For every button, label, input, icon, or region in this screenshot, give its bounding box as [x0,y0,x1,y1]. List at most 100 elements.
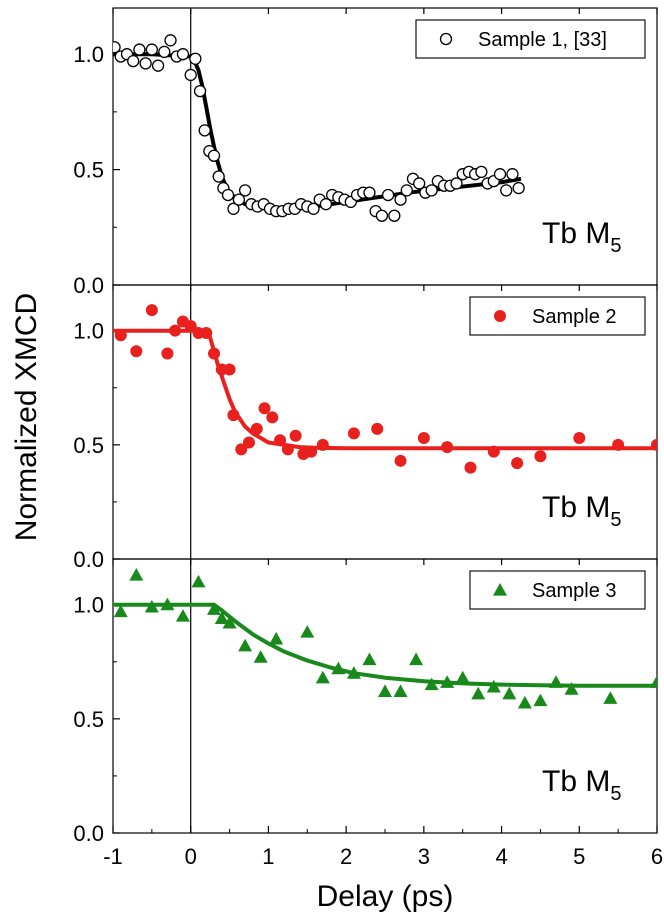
data-point [184,320,197,333]
data-point [603,691,618,704]
data-point [281,443,294,456]
data-point [650,675,657,688]
data-point [475,165,488,179]
data-point [316,438,329,451]
data-point [362,652,377,666]
fit-line [113,602,657,688]
data-point [139,57,152,70]
data-point [198,124,211,137]
x-tick-label: 4 [495,844,507,869]
data-point [207,149,221,162]
data-point [493,168,507,181]
data-point [388,209,401,222]
data-point [145,304,158,317]
y-tick-label: 1.0 [73,42,104,67]
data-point [207,602,222,615]
x-tick-label: 0 [185,844,197,869]
data-point [235,443,248,456]
data-point [533,693,548,707]
x-tick-label: 3 [418,844,430,869]
data-point [158,45,171,59]
data-point [331,661,346,675]
legend-marker [494,310,506,322]
fit-line [113,328,657,451]
panel-annotation: Tb M5 [542,217,621,257]
panel-data [113,567,657,709]
data-point [191,574,206,588]
data-point [184,68,197,82]
data-point [243,436,255,449]
x-tick-label: 6 [651,844,663,869]
data-point [151,59,165,72]
annotation-main: Tb M [542,765,610,798]
x-axis: -1 0 1 2 3 4 5 6 [103,826,663,869]
data-point [500,184,513,197]
data-point [471,686,486,700]
data-point [144,599,159,613]
data-point [227,202,240,215]
data-point [305,445,318,458]
data-point [193,84,207,98]
data-point [274,434,287,447]
data-point [346,666,361,679]
data-point [347,427,360,440]
data-point [417,431,430,444]
data-point [145,43,159,56]
data-point [161,347,174,360]
data-point [214,611,229,624]
data-point [189,52,202,65]
annotation-subscript: 5 [610,509,621,531]
y-tick-label: 0.0 [73,273,104,298]
data-point [450,177,463,190]
y-axis-title: Normalized XMCD [10,293,43,541]
x-tick-label: 1 [262,844,274,869]
data-point [200,326,213,339]
data-point [223,363,236,376]
data-point [133,43,146,56]
legend-label: Sample 3 [532,580,617,602]
legend-label: Sample 1, [33] [478,29,607,51]
annotation-subscript: 5 [610,783,621,805]
data-point [266,411,279,424]
x-tick-label: 2 [340,844,352,869]
data-point [440,675,455,688]
data-point [269,631,284,645]
data-point [222,615,237,629]
y-tick-label: 0.0 [73,821,104,846]
annotation-main: Tb M [542,491,610,524]
data-point [221,188,235,202]
data-point [409,652,424,666]
data-point [253,650,268,663]
data-point [511,457,524,470]
data-point [232,193,246,206]
data-point [424,677,439,691]
data-point [258,402,271,415]
data-point [176,48,190,61]
x-axis-title: Delay (ps) [317,880,454,913]
data-point [164,34,177,47]
data-point [502,686,517,700]
data-point [534,450,547,463]
data-point [250,422,263,435]
data-point [169,324,182,337]
panel-3: 0.0 0.5 1.0 Sample 3 Tb M5 [73,558,658,846]
data-point [394,193,407,206]
data-point [363,186,376,199]
legend: Sample 1, [33] [415,19,646,59]
data-point [238,184,252,197]
data-point [394,454,407,467]
data-point [212,170,225,183]
data-point [548,675,563,688]
panel-1: 0.0 0.5 1.0 Sample 1, [33] Tb M5 [73,7,658,298]
data-point [127,54,140,68]
y-tick-label: 0.0 [73,547,104,572]
data-point [375,209,389,222]
panel-2: 0.0 0.5 1.0 Sample 2 Tb M5 [73,284,658,572]
annotation-main: Tb M [542,217,610,250]
y-tick-label: 0.5 [73,707,104,732]
data-point [413,177,426,190]
data-point [289,429,302,442]
data-point [573,431,586,444]
